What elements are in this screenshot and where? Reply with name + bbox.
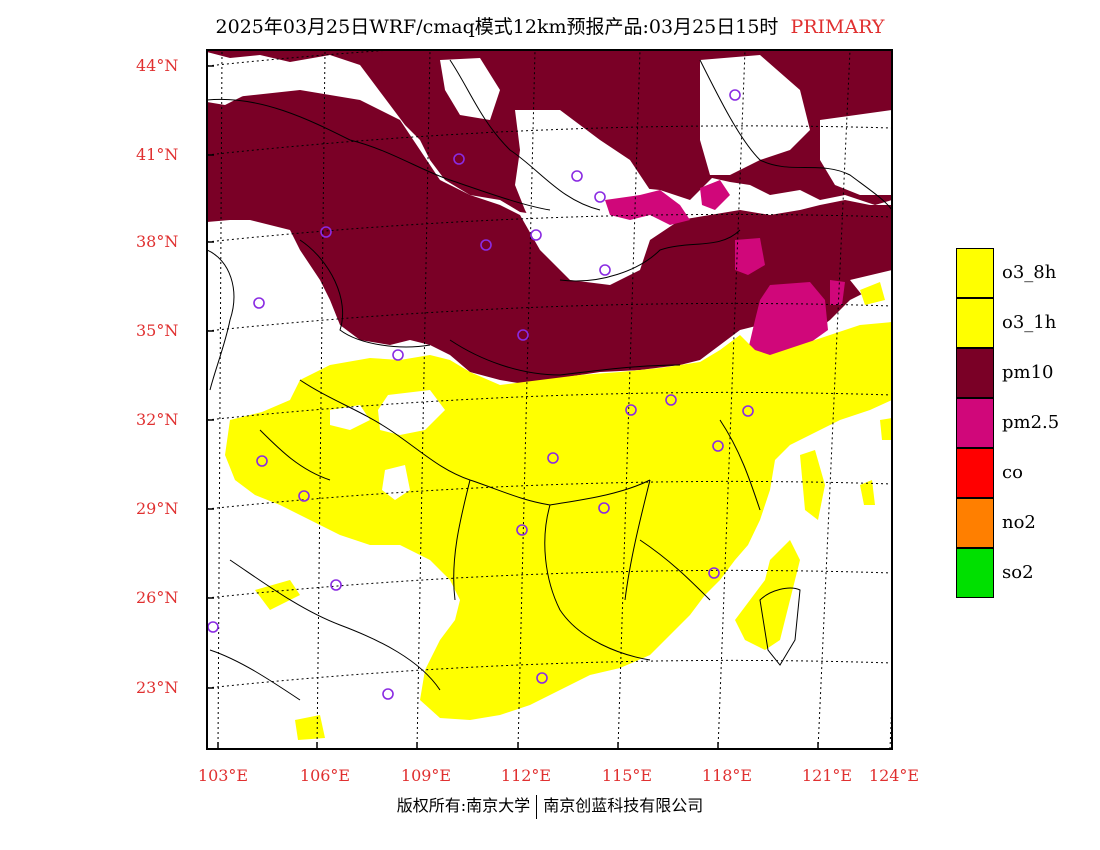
legend-label: o3_8h [1002, 262, 1057, 283]
lon-label: 124°E [868, 766, 920, 785]
lat-label: 23°N [136, 678, 179, 697]
legend-label: so2 [1002, 562, 1034, 583]
copyright-right: 南京创蓝科技有限公司 [543, 796, 704, 815]
lat-label: 29°N [136, 499, 179, 518]
legend-swatch [956, 248, 994, 298]
lat-label: 26°N [136, 588, 179, 607]
legend-swatch [956, 498, 994, 548]
legend-label: pm2.5 [1002, 412, 1060, 433]
lat-label: 32°N [136, 410, 179, 429]
lon-label: 106°E [299, 766, 351, 785]
legend-swatch [956, 348, 994, 398]
station-markers [207, 89, 754, 700]
copyright-left: 版权所有:南京大学 [396, 796, 531, 815]
lon-label: 118°E [701, 766, 753, 785]
legend-swatch [956, 448, 994, 498]
title-main: 2025年03月25日WRF/cmaq模式12km预报产品:03月25日15时 [215, 16, 779, 38]
title-tag: PRIMARY [790, 16, 885, 38]
legend-label: o3_1h [1002, 312, 1057, 333]
lat-label: 35°N [136, 321, 179, 340]
lon-label: 103°E [197, 766, 249, 785]
legend-label: pm10 [1002, 362, 1054, 383]
lat-label: 44°N [136, 56, 179, 75]
legend-label: co [1002, 462, 1023, 483]
map-title: 2025年03月25日WRF/cmaq模式12km预报产品:03月25日15时 P… [0, 12, 1100, 39]
lon-label: 109°E [400, 766, 452, 785]
legend-label: no2 [1002, 512, 1036, 533]
map-frame [206, 49, 893, 750]
lon-label: 112°E [500, 766, 552, 785]
copyright-footer: 版权所有:南京大学 南京创蓝科技有限公司 [0, 792, 1100, 819]
lat-label: 38°N [136, 232, 179, 251]
pm25-region-north [605, 190, 690, 225]
lon-label: 115°E [601, 766, 653, 785]
legend-swatch [956, 398, 994, 448]
legend-swatch [956, 548, 994, 598]
pm10-region-main [207, 90, 892, 385]
lon-label: 121°E [801, 766, 853, 785]
footer-divider [536, 794, 538, 819]
legend-swatch [956, 298, 994, 348]
lat-label: 41°N [136, 145, 179, 164]
